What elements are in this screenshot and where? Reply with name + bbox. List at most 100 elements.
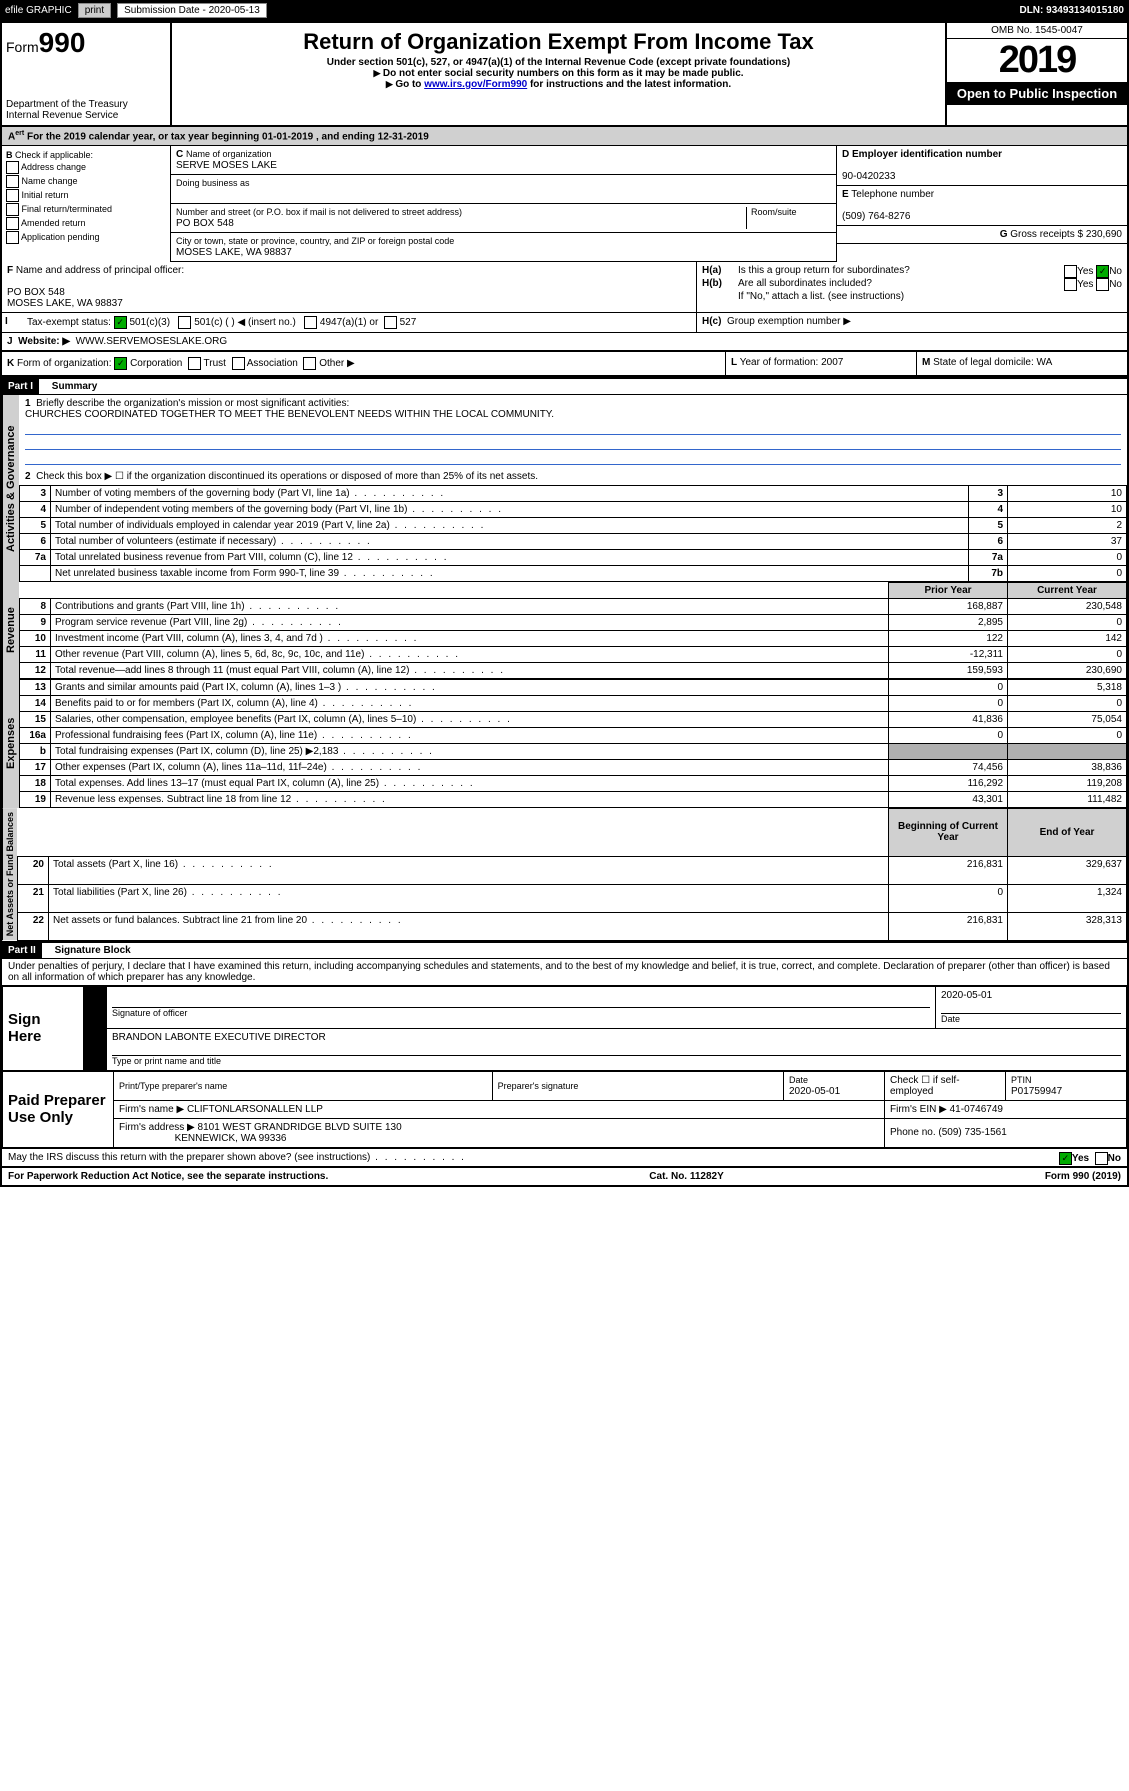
tax-year-range: For the 2019 calendar year, or tax year … (27, 131, 429, 142)
trust-checkbox[interactable] (188, 357, 201, 370)
officer-addr1: PO BOX 548 (7, 287, 65, 298)
year-formation: 2007 (821, 357, 843, 368)
firm-name-label: Firm's name ▶ (119, 1104, 184, 1115)
501c-checkbox[interactable] (178, 316, 191, 329)
ha-yes-checkbox[interactable] (1064, 265, 1077, 278)
discuss-no-checkbox[interactable] (1095, 1152, 1108, 1165)
line-a: Aert For the 2019 calendar year, or tax … (2, 127, 1127, 146)
opt-527: 527 (400, 317, 417, 328)
opt-trust: Trust (204, 358, 226, 369)
corp-checkbox[interactable]: ✓ (114, 357, 127, 370)
page-footer: For Paperwork Reduction Act Notice, see … (2, 1166, 1127, 1185)
discuss-yes-checkbox[interactable]: ✓ (1059, 1152, 1072, 1165)
form-container: Form990 Department of the Treasury Inter… (0, 21, 1129, 1187)
yes-label2: Yes (1077, 279, 1093, 290)
table-row: 21Total liabilities (Part X, line 26)01,… (18, 884, 1127, 912)
website-label: Website: ▶ (18, 336, 70, 347)
footer-right: Form 990 (2019) (1045, 1171, 1121, 1182)
year-block: OMB No. 1545-0047 2019 Open to Public In… (945, 23, 1127, 125)
addr-label: Number and street (or P.O. box if mail i… (176, 207, 462, 217)
tax-status-label: Tax-exempt status: (27, 317, 111, 328)
officer-label: Name and address of principal officer: (16, 265, 184, 276)
501c3-checkbox[interactable]: ✓ (114, 316, 127, 329)
tab-activities: Activities & Governance (2, 395, 19, 582)
footer-left: For Paperwork Reduction Act Notice, see … (8, 1171, 328, 1182)
b-option[interactable]: Final return/terminated (6, 203, 166, 216)
section-k: K Form of organization: ✓ Corporation Tr… (2, 352, 725, 375)
4947-checkbox[interactable] (304, 316, 317, 329)
assoc-checkbox[interactable] (232, 357, 245, 370)
no-label: No (1109, 266, 1122, 277)
discuss-question: May the IRS discuss this return with the… (8, 1152, 466, 1163)
form-title: Return of Organization Exempt From Incom… (176, 29, 941, 55)
b-option[interactable]: Initial return (6, 189, 166, 202)
firm-ein: 41-0746749 (950, 1104, 1003, 1115)
hb-yes-checkbox[interactable] (1064, 278, 1077, 291)
table-row: 10Investment income (Part VIII, column (… (20, 631, 1127, 647)
table-row: 9Program service revenue (Part VIII, lin… (20, 615, 1127, 631)
gross-value: 230,690 (1086, 229, 1122, 240)
sign-date: 2020-05-01 (941, 990, 992, 1001)
firm-addr2: KENNEWICK, WA 99336 (175, 1133, 287, 1144)
mission-text: CHURCHES COORDINATED TOGETHER TO MEET TH… (25, 409, 554, 420)
opt-4947: 4947(a)(1) or (320, 317, 378, 328)
table-row: 11Other revenue (Part VIII, column (A), … (20, 647, 1127, 663)
opt-501c3: 501(c)(3) (129, 317, 170, 328)
b-option[interactable]: Amended return (6, 217, 166, 230)
b-option[interactable]: Application pending (6, 231, 166, 244)
other-checkbox[interactable] (303, 357, 316, 370)
ein-label: Employer identification number (852, 149, 1002, 160)
irs-label: Internal Revenue Service (6, 110, 166, 121)
table-row: 3Number of voting members of the governi… (20, 486, 1127, 502)
tab-revenue: Revenue (2, 582, 19, 679)
table-row: 19Revenue less expenses. Subtract line 1… (20, 792, 1127, 808)
b-label: Check if applicable: (15, 150, 93, 160)
no-label2: No (1109, 279, 1122, 290)
opt-other: Other ▶ (319, 358, 354, 369)
part2-header: Part II Signature Block (2, 941, 1127, 959)
section-c: C Name of organizationSERVE MOSES LAKE D… (171, 146, 836, 262)
ha-no-checkbox[interactable]: ✓ (1096, 265, 1109, 278)
print-button[interactable]: print (78, 3, 111, 18)
b-option[interactable]: Address change (6, 161, 166, 174)
footer-mid: Cat. No. 11282Y (649, 1171, 723, 1182)
section-hc: H(c) Group exemption number ▶ (696, 313, 1127, 332)
discuss-yes: Yes (1072, 1153, 1089, 1164)
dept-label: Department of the Treasury (6, 99, 166, 110)
k-label: Form of organization: (17, 358, 112, 369)
firm-addr-label: Firm's address ▶ (119, 1122, 195, 1133)
discuss-no: No (1108, 1153, 1121, 1164)
tab-expenses: Expenses (2, 679, 19, 808)
table-row: 18Total expenses. Add lines 13–17 (must … (20, 776, 1127, 792)
org-name: SERVE MOSES LAKE (176, 160, 277, 171)
goto-prefix: Go to (395, 79, 424, 90)
firm-ein-label: Firm's EIN ▶ (890, 1104, 947, 1115)
table-row: 15Salaries, other compensation, employee… (20, 712, 1127, 728)
name-label: Name of organization (186, 149, 272, 159)
paid-preparer-label: Paid Preparer Use Only (3, 1071, 114, 1147)
efile-label: efile GRAPHIC (5, 5, 72, 16)
table-row: 16aProfessional fundraising fees (Part I… (20, 728, 1127, 744)
b-option[interactable]: Name change (6, 175, 166, 188)
gross-label: Gross receipts $ (1010, 229, 1083, 240)
section-f: F Name and address of principal officer:… (2, 262, 697, 312)
table-row: 22Net assets or fund balances. Subtract … (18, 912, 1127, 940)
org-city: MOSES LAKE, WA 98837 (176, 247, 292, 258)
name-title-label: Type or print name and title (112, 1056, 221, 1066)
table-row: 8Contributions and grants (Part VIII, li… (20, 599, 1127, 615)
hb-no-checkbox[interactable] (1096, 278, 1109, 291)
self-emp-label: Check ☐ if self-employed (885, 1071, 1006, 1100)
table-row: 4Number of independent voting members of… (20, 502, 1127, 518)
form-number: 990 (39, 27, 86, 58)
part2-bar: Part II (2, 943, 42, 958)
submission-date: Submission Date - 2020-05-13 (117, 3, 267, 18)
527-checkbox[interactable] (384, 316, 397, 329)
date-label: Date (941, 1014, 960, 1024)
form990-link[interactable]: www.irs.gov/Form990 (424, 79, 527, 90)
m-label: State of legal domicile: (933, 357, 1034, 368)
prep-date-hdr: Date (789, 1075, 808, 1085)
table-row: Net unrelated business taxable income fr… (20, 566, 1127, 582)
right-info: D Employer identification number90-04202… (836, 146, 1127, 262)
l2-label: Check this box ▶ ☐ if the organization d… (36, 471, 538, 482)
phone-value: (509) 764-8276 (842, 211, 910, 222)
